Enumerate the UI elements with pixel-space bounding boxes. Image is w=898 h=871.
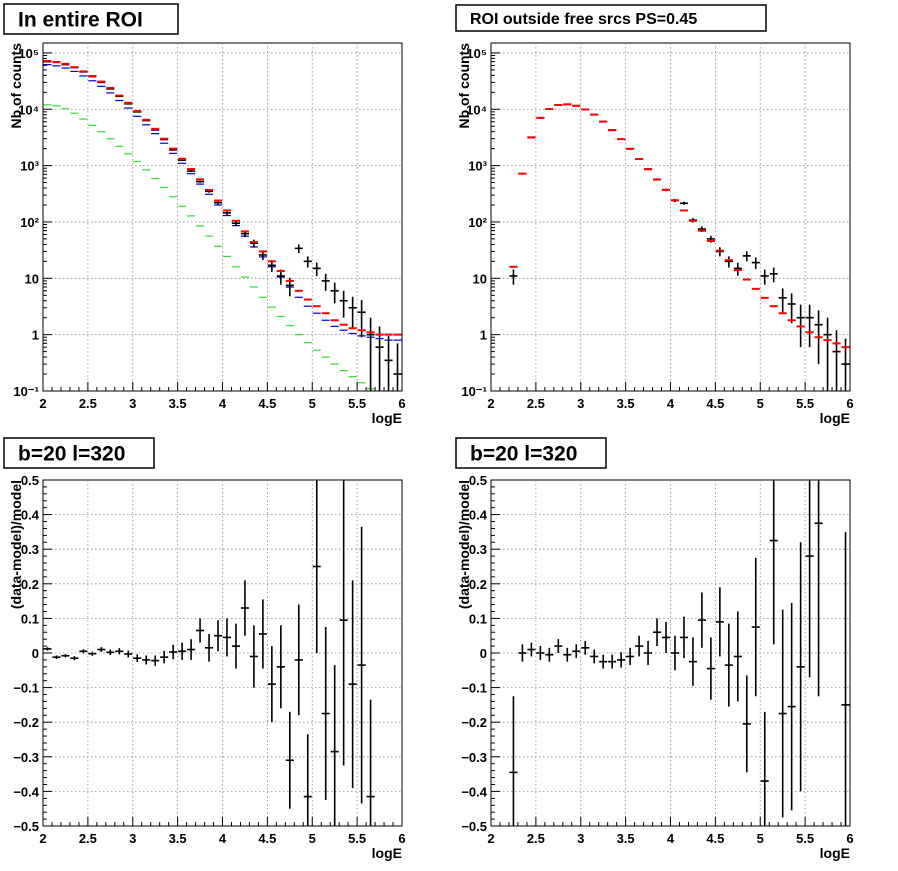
x-tick-label: 5 [757, 396, 764, 411]
x-tick-label: 3.5 [617, 831, 635, 846]
y-tick-label: 0.2 [469, 577, 487, 592]
y-tick-label: 10⁵ [18, 46, 39, 61]
x-tick-label: 3.5 [169, 396, 187, 411]
x-tick-label: 5.5 [796, 396, 814, 411]
x-tick-label: 4 [219, 396, 227, 411]
x-tick-label: 2.5 [79, 831, 97, 846]
y-tick-label: −0.4 [461, 784, 487, 799]
x-tick-label: 4.5 [258, 831, 276, 846]
x-tick-label: 4 [667, 396, 675, 411]
x-tick-label: 6 [398, 831, 405, 846]
x-tick-label: 2 [39, 831, 46, 846]
chart-title: b=20 l=320 [470, 443, 577, 466]
y-tick-label: −0.5 [461, 819, 487, 834]
y-tick-label: 10⁴ [18, 102, 39, 117]
y-tick-label: −0.2 [461, 715, 487, 730]
y-tick-label: 10² [20, 215, 39, 230]
y-tick-label: 0 [480, 646, 487, 661]
x-tick-label: 3.5 [169, 831, 187, 846]
x-tick-label: 4 [219, 831, 227, 846]
y-tick-label: −0.3 [461, 750, 487, 765]
y-tick-label: 0.5 [469, 473, 487, 488]
y-tick-label: −0.1 [13, 681, 39, 696]
y-tick-label: 10² [468, 215, 487, 230]
x-axis-title: logE [820, 845, 850, 861]
x-axis-title: logE [372, 410, 402, 426]
y-tick-label: 10⁻¹ [461, 384, 487, 399]
x-tick-label: 2 [487, 396, 494, 411]
x-tick-label: 4.5 [258, 396, 276, 411]
x-tick-label: 3 [577, 831, 584, 846]
y-axis-title: (data-model)/model [8, 480, 24, 609]
pad-residual-right: b=20 l=320 2 2.5 3 3.5 4 4.5 5 5.5 6 −0.5 −0.4 −0.3 −… [455, 437, 854, 861]
y-tick-label: 0.1 [21, 611, 39, 626]
x-tick-label: 5 [757, 831, 764, 846]
title-box [3, 437, 155, 469]
x-tick-label: 5.5 [796, 831, 814, 846]
chart-title: In entire ROI [18, 9, 143, 32]
x-tick-label: 5 [309, 396, 316, 411]
x-tick-label: 4.5 [706, 831, 724, 846]
y-tick-label: 10 [25, 271, 39, 286]
y-tick-label: 0.4 [21, 508, 40, 523]
y-tick-label: 0.3 [21, 542, 39, 557]
x-tick-label: 3 [129, 831, 136, 846]
y-tick-label: −0.3 [13, 750, 39, 765]
x-tick-label: 3 [577, 396, 584, 411]
y-tick-label: 10³ [468, 159, 487, 174]
x-tick-label: 3.5 [617, 396, 635, 411]
y-tick-label: −0.5 [13, 819, 39, 834]
title-box [3, 3, 179, 35]
plot-area [42, 42, 403, 392]
x-tick-label: 2.5 [527, 396, 545, 411]
x-tick-label: 5.5 [348, 396, 366, 411]
y-axis-title: (data-model)/model [456, 480, 472, 609]
y-tick-label: 10 [473, 271, 487, 286]
y-tick-label: 0.1 [469, 611, 487, 626]
y-tick-label: 1 [32, 328, 39, 343]
pad-residual-left: b=20 l=320 2 2.5 3 3.5 4 4.5 5 5.5 6 −0.5 −0.4 −0.3 −… [3, 437, 406, 861]
y-tick-label: 0.2 [21, 577, 39, 592]
y-axis-title: Nb of counts [8, 43, 24, 129]
x-tick-label: 5 [309, 831, 316, 846]
x-tick-label: 6 [846, 396, 853, 411]
x-tick-label: 2.5 [79, 396, 97, 411]
y-tick-label: 0.4 [469, 508, 488, 523]
chart-title: b=20 l=320 [18, 443, 125, 466]
pad-counts-outside-free-srcs: ROI outside free srcs PS=0.45 2 2.5 3 3.5 4 4.… [455, 4, 854, 426]
title-box [455, 437, 607, 469]
y-tick-label: 0 [32, 646, 39, 661]
x-axis-title: logE [820, 410, 850, 426]
y-tick-label: 10⁻¹ [13, 384, 39, 399]
y-tick-label: 1 [480, 328, 487, 343]
x-tick-label: 6 [398, 396, 405, 411]
title-box [455, 4, 767, 32]
y-tick-label: −0.2 [13, 715, 39, 730]
plot-area [490, 42, 851, 392]
x-tick-label: 2.5 [527, 831, 545, 846]
x-tick-label: 4 [667, 831, 675, 846]
y-tick-label: −0.1 [461, 681, 487, 696]
y-tick-label: 10³ [20, 159, 39, 174]
x-tick-label: 5.5 [348, 831, 366, 846]
x-tick-label: 2 [487, 831, 494, 846]
y-tick-label: 10⁴ [466, 102, 487, 117]
y-tick-label: −0.4 [13, 784, 39, 799]
chart-title: ROI outside free srcs PS=0.45 [470, 11, 697, 28]
x-tick-label: 3 [129, 396, 136, 411]
y-tick-label: 10⁵ [466, 46, 487, 61]
y-axis-title: Nb of counts [456, 43, 472, 129]
x-tick-label: 2 [39, 396, 46, 411]
y-tick-label: 0.5 [21, 473, 39, 488]
x-axis-title: logE [372, 845, 402, 861]
x-tick-label: 6 [846, 831, 853, 846]
x-tick-label: 4.5 [706, 396, 724, 411]
pad-counts-entire-roi: In entire ROI 2 2.5 3 3.5 4 4.5 5 5.5 6 10⁻¹ 1 10 10²… [3, 3, 406, 426]
y-tick-label: 0.3 [469, 542, 487, 557]
